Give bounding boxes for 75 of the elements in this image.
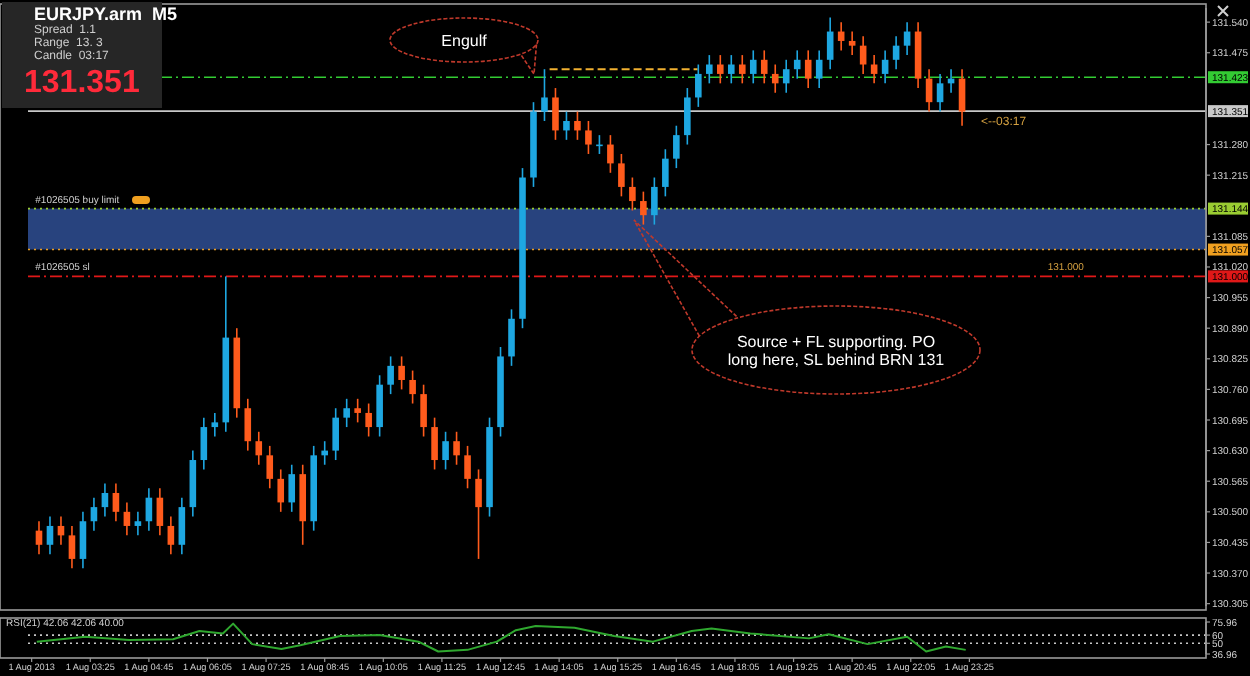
- candlestick: [727, 54, 735, 85]
- candlestick: [343, 398, 350, 428]
- candlestick: [453, 430, 460, 466]
- candlestick: [420, 383, 427, 438]
- annotation: Engulf: [441, 31, 489, 50]
- candlestick: [464, 445, 471, 490]
- candlestick: [618, 153, 625, 198]
- candlestick: [288, 463, 296, 513]
- candlestick: [112, 482, 120, 523]
- annotation: 131.351: [24, 66, 140, 100]
- candlestick: [299, 463, 307, 546]
- candlestick: [321, 440, 328, 466]
- candlestick: [266, 445, 274, 490]
- candlestick: [200, 416, 208, 471]
- candlestick: [706, 54, 713, 85]
- candlestick: [914, 21, 922, 89]
- candlestick: [101, 482, 109, 518]
- candlestick: [365, 402, 372, 438]
- candlestick: [156, 487, 164, 537]
- candlestick: [804, 49, 812, 89]
- candlestick: [431, 416, 438, 471]
- candlestick: [277, 468, 285, 513]
- candlestick: [607, 134, 614, 174]
- candlestick: [46, 515, 54, 555]
- candlestick: [673, 124, 680, 169]
- candlestick: [354, 398, 361, 424]
- candlestick: [178, 496, 186, 555]
- candlestick: [892, 35, 900, 71]
- candlestick: [826, 16, 834, 71]
- candlestick: [508, 308, 515, 367]
- candlestick: [760, 49, 768, 85]
- candlestick: [387, 355, 394, 395]
- candlestick: [79, 511, 87, 570]
- candlestick: [793, 49, 801, 80]
- candlestick: [848, 30, 856, 56]
- candlestick: [123, 501, 131, 537]
- candlestick: [376, 374, 383, 438]
- candlestick: [640, 190, 647, 226]
- candlestick: [541, 68, 548, 122]
- candlestick: [958, 68, 966, 127]
- candlestick: [903, 21, 911, 56]
- candlestick: [717, 54, 724, 85]
- candlestick: [563, 110, 570, 141]
- candlestick: [552, 87, 559, 141]
- candlestick: [574, 110, 581, 141]
- candlestick: [881, 49, 889, 85]
- candlestick: [771, 63, 779, 94]
- candlestick: [782, 59, 790, 94]
- candlestick: [695, 63, 702, 108]
- candlestick: [651, 176, 658, 226]
- candlestick: [244, 398, 252, 452]
- candlestick: [68, 525, 76, 570]
- candlestick: [749, 49, 757, 85]
- candlestick: [684, 87, 691, 146]
- candlestick: [936, 73, 944, 113]
- candlestick: [815, 49, 823, 89]
- candlestick: [629, 176, 636, 212]
- candlestick: [859, 35, 867, 75]
- candlestick: [738, 54, 746, 85]
- candlestick: [255, 430, 263, 466]
- candlestick: [475, 468, 482, 560]
- candlestick: [585, 120, 592, 155]
- candlestick: [398, 355, 405, 391]
- candlestick: [189, 449, 197, 518]
- candlestick: [167, 515, 175, 555]
- candlestick: [211, 412, 219, 438]
- candlestick: [332, 407, 339, 461]
- candlestick: [442, 430, 449, 471]
- candlestick: [409, 369, 416, 405]
- candlestick: [134, 511, 142, 537]
- annotation: EURJPY.arm M5: [34, 4, 178, 24]
- candlestick: [90, 496, 98, 532]
- annotation: Source + FL supporting. PO long here, SL behind BRN 131: [727, 332, 946, 369]
- candlestick: [662, 148, 669, 198]
- candlestick: [35, 520, 43, 555]
